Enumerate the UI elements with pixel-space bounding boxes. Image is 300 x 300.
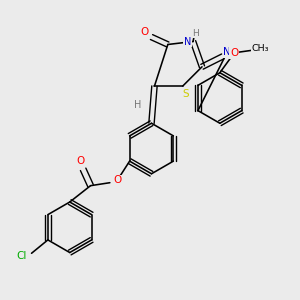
Text: O: O <box>230 48 238 58</box>
Text: O: O <box>76 156 84 166</box>
Text: H: H <box>134 100 142 110</box>
Text: N: N <box>224 47 231 57</box>
Text: O: O <box>141 27 149 37</box>
Text: N: N <box>184 37 191 46</box>
Text: S: S <box>182 89 189 99</box>
Text: Cl: Cl <box>16 251 26 261</box>
Text: H: H <box>192 29 199 38</box>
Text: O: O <box>113 175 122 185</box>
Text: CH₃: CH₃ <box>252 44 269 52</box>
